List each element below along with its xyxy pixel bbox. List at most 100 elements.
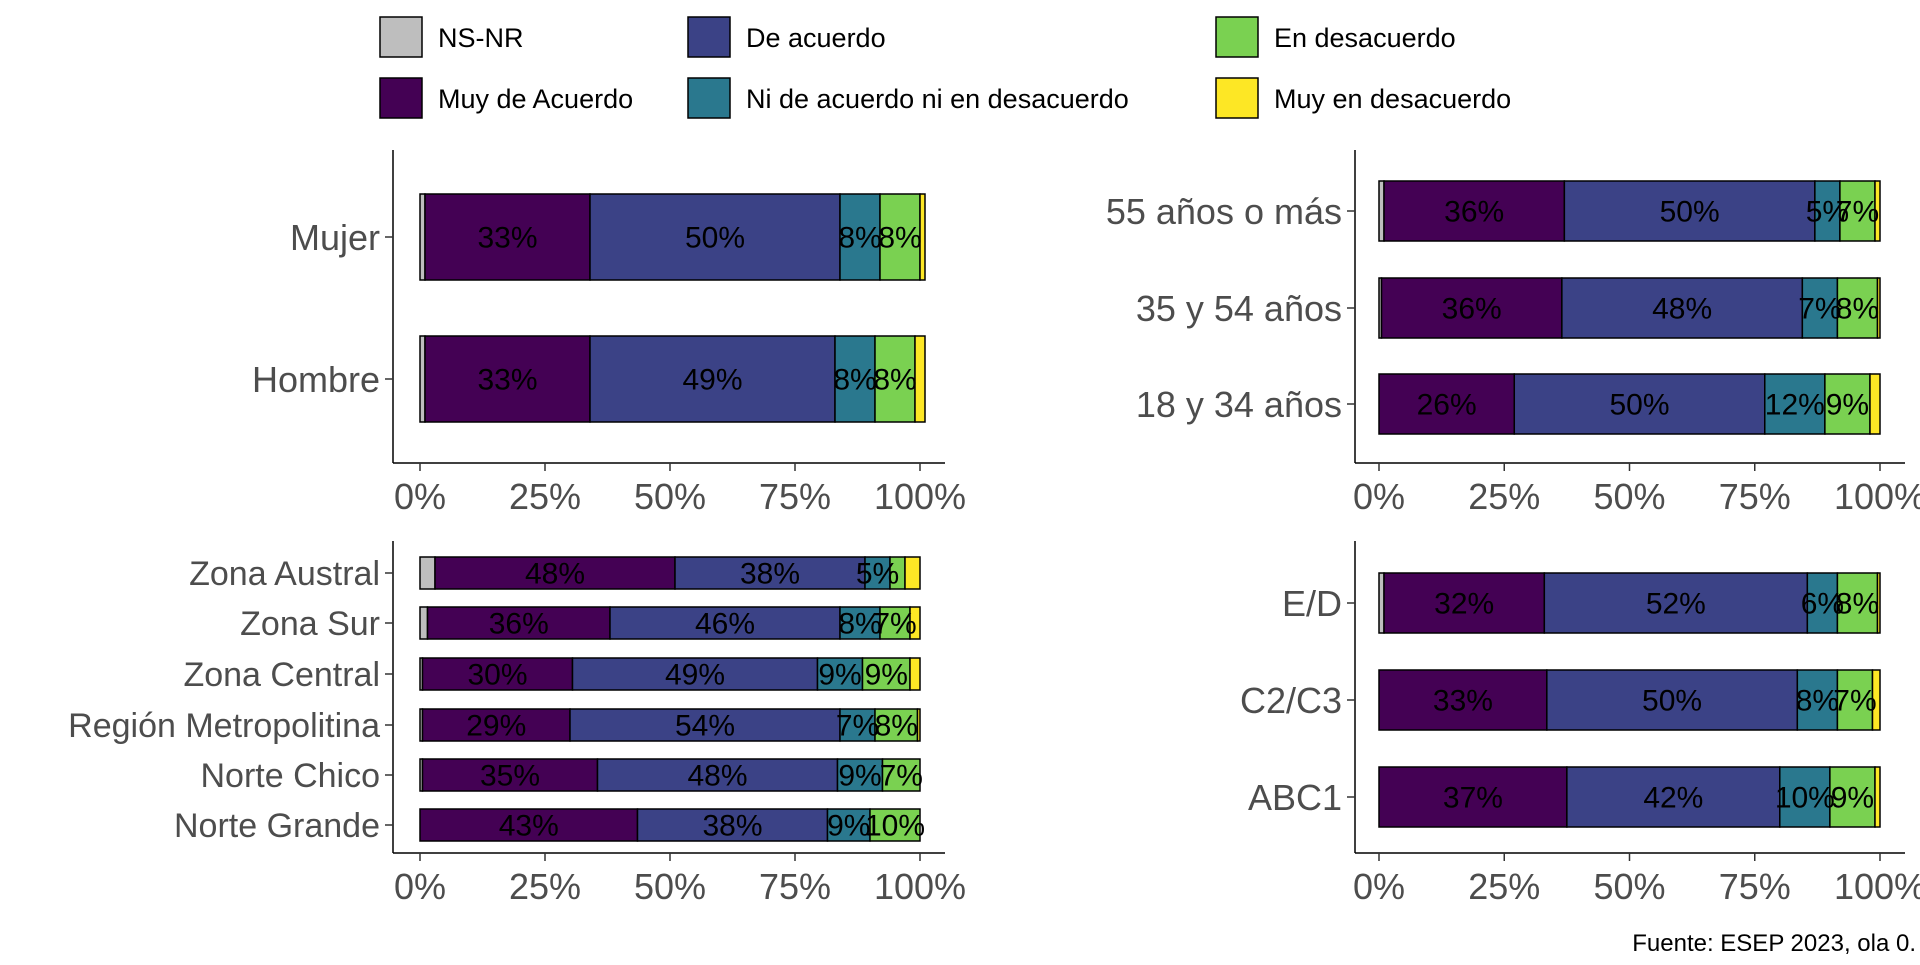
bar-row-55-anos-o-mas: 36% 50% 5%7% bbox=[1378, 180, 1881, 242]
bar-segment-en-desacuerdo bbox=[1829, 766, 1876, 828]
data-label: 29% bbox=[466, 710, 526, 743]
bar-segment-muy-de-acuerdo bbox=[1378, 669, 1548, 731]
bar-segment-ns-nr bbox=[419, 606, 429, 640]
data-label: 8% bbox=[1836, 293, 1879, 326]
legend-item-muy-de-acuerdo: Muy de Acuerdo bbox=[379, 77, 633, 119]
bar-segment-ni-de-acuerdo-ni-en-desacuerdo bbox=[1814, 180, 1841, 242]
x-tick-label: 75% bbox=[759, 476, 831, 517]
x-tick-label: 100% bbox=[1834, 476, 1920, 517]
bar-row-zona-sur: 36% 46% 8%7% bbox=[419, 606, 921, 641]
chart-panels: 0% 25% 50% 75% 100%Mujer 33% 50% 8%8%Hombre 33% 4… bbox=[68, 150, 1920, 907]
bar-segment-ni-de-acuerdo-ni-en-desacuerdo bbox=[1764, 373, 1826, 435]
bar-segment-en-desacuerdo bbox=[1836, 277, 1879, 339]
data-label: 48% bbox=[525, 558, 585, 591]
data-label: 33% bbox=[477, 222, 537, 255]
bar-segment-ni-de-acuerdo-ni-en-desacuerdo bbox=[836, 758, 884, 792]
x-tick-label: 0% bbox=[1353, 866, 1405, 907]
data-label: 10% bbox=[865, 810, 925, 843]
bar-row-hombre: 33% 49% 8%8% bbox=[419, 335, 926, 423]
bar-segment-de-acuerdo bbox=[569, 708, 841, 742]
bar-segment-muy-en-desacuerdo bbox=[919, 193, 926, 281]
bar-segment-muy-de-acuerdo bbox=[426, 606, 611, 640]
bar-segment-muy-de-acuerdo bbox=[1383, 572, 1546, 634]
source-caption: Fuente: ESEP 2023, ola 0. bbox=[1632, 930, 1916, 957]
bar-segment-en-desacuerdo bbox=[874, 708, 919, 742]
bar-row-zona-austral: 48% 38% 5% bbox=[419, 556, 921, 591]
data-label: 8% bbox=[878, 222, 921, 255]
bar-segment-de-acuerdo bbox=[1546, 669, 1799, 731]
data-label: 7% bbox=[1836, 196, 1879, 229]
x-tick-label: 75% bbox=[1719, 476, 1791, 517]
data-label: 50% bbox=[1642, 685, 1702, 718]
data-label: 7% bbox=[873, 608, 916, 641]
data-label: 38% bbox=[702, 810, 762, 843]
bar-row-norte-grande: 43% 38% 9%10% bbox=[419, 808, 925, 843]
legend-label: Muy en desacuerdo bbox=[1274, 84, 1511, 114]
bar-segment-en-desacuerdo bbox=[861, 657, 911, 691]
x-tick-label: 50% bbox=[1593, 866, 1665, 907]
data-label: 48% bbox=[687, 760, 747, 793]
bar-segment-muy-en-desacuerdo bbox=[1874, 766, 1881, 828]
category-label-e-d: E/D bbox=[1282, 583, 1342, 624]
data-label: 38% bbox=[740, 558, 800, 591]
data-label: 26% bbox=[1417, 389, 1477, 422]
bar-segment-ni-de-acuerdo-ni-en-desacuerdo bbox=[816, 657, 864, 691]
bar-segment-de-acuerdo bbox=[674, 556, 866, 590]
category-label-zona-sur: Zona Sur bbox=[240, 605, 380, 643]
bar-segment-de-acuerdo bbox=[1561, 277, 1804, 339]
bar-segment-de-acuerdo bbox=[609, 606, 841, 640]
data-label: 8% bbox=[1796, 685, 1839, 718]
data-label: 49% bbox=[665, 659, 725, 692]
bar-segment-de-acuerdo bbox=[1513, 373, 1766, 435]
data-label: 50% bbox=[1660, 196, 1720, 229]
bar-segment-muy-de-acuerdo bbox=[434, 556, 676, 590]
panel-top-left: 0% 25% 50% 75% 100%Mujer 33% 50% 8%8%Hombre 33% 4… bbox=[252, 150, 966, 517]
bar-segment-ni-de-acuerdo-ni-en-desacuerdo bbox=[834, 335, 876, 423]
bar-row-18-y-34-anos: 26% 50% 12% 9% bbox=[1378, 373, 1881, 435]
panel-top-right: 0% 25% 50% 75% 100%55 años o más 36% 50% 5%7%35… bbox=[1106, 150, 1920, 517]
data-label: 8% bbox=[838, 608, 881, 641]
category-label-35-y-54-anos: 35 y 54 años bbox=[1136, 288, 1342, 329]
legend: NS-NR De acuerdo En desacuerdo Muy de Acuer… bbox=[379, 16, 1511, 119]
data-label: 30% bbox=[467, 659, 527, 692]
data-label: 9% bbox=[838, 760, 881, 793]
bar-row-abc1: 37% 42% 10%9% bbox=[1378, 766, 1881, 828]
data-label: 8% bbox=[833, 364, 876, 397]
bar-segment-ni-de-acuerdo-ni-en-desacuerdo bbox=[839, 606, 881, 640]
data-label: 32% bbox=[1434, 588, 1494, 621]
data-label: 46% bbox=[695, 608, 755, 641]
bar-segment-ni-de-acuerdo-ni-en-desacuerdo bbox=[1801, 277, 1839, 339]
data-label: 50% bbox=[685, 222, 745, 255]
x-tick-label: 50% bbox=[634, 476, 706, 517]
bar-segment-en-desacuerdo bbox=[879, 606, 911, 640]
category-label-zona-austral: Zona Austral bbox=[189, 555, 380, 593]
data-label: 9% bbox=[1831, 782, 1874, 815]
bar-segment-muy-de-acuerdo bbox=[424, 335, 591, 423]
data-label: 5% bbox=[1806, 196, 1849, 229]
legend-swatch bbox=[379, 16, 423, 58]
category-label-abc1: ABC1 bbox=[1248, 777, 1342, 818]
bar-segment-muy-de-acuerdo bbox=[421, 708, 571, 742]
panel-bottom-right: 0% 25% 50% 75% 100%E/D 32% 52% 6%8%C2/C3 33% 50% 8… bbox=[1240, 541, 1920, 907]
legend-label: Muy de Acuerdo bbox=[438, 84, 633, 114]
data-label: 54% bbox=[675, 710, 735, 743]
data-label: 36% bbox=[1442, 293, 1502, 326]
bar-segment-muy-de-acuerdo bbox=[419, 808, 639, 842]
bar-segment-ni-de-acuerdo-ni-en-desacuerdo bbox=[1779, 766, 1831, 828]
bar-segment-muy-en-desacuerdo bbox=[1876, 277, 1881, 339]
panel-bottom-left: 0% 25% 50% 75% 100% Zona Austral 48% 38% 5% Zona … bbox=[68, 541, 966, 907]
legend-swatch bbox=[1215, 77, 1259, 119]
data-label: 8% bbox=[1836, 588, 1879, 621]
bar-segment-muy-de-acuerdo bbox=[1378, 766, 1568, 828]
bar-segment-de-acuerdo bbox=[596, 758, 839, 792]
bar-segment-en-desacuerdo bbox=[1836, 669, 1874, 731]
x-tick-label: 0% bbox=[394, 476, 446, 517]
bar-row-mujer: 33% 50% 8%8% bbox=[419, 193, 926, 281]
legend-item-ns-nr: NS-NR bbox=[379, 16, 524, 58]
x-tick-label: 25% bbox=[509, 476, 581, 517]
x-tick-label: 100% bbox=[1834, 866, 1920, 907]
bar-segment-ni-de-acuerdo-ni-en-desacuerdo bbox=[1796, 669, 1839, 731]
bar-segment-en-desacuerdo bbox=[881, 758, 921, 792]
legend-swatch bbox=[687, 77, 731, 119]
